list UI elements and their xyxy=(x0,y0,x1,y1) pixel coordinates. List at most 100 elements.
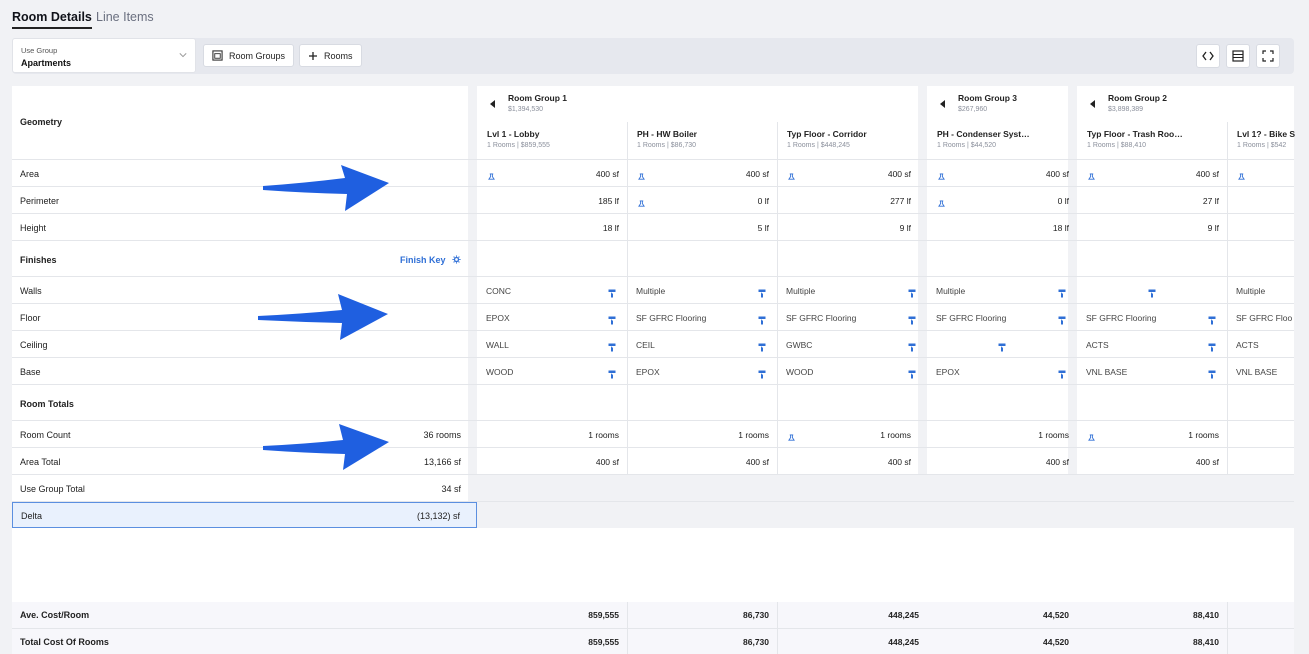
column-name: PH - HW Boiler xyxy=(637,129,697,139)
paint-roller-icon[interactable] xyxy=(608,312,616,330)
room-group-3-panel xyxy=(927,86,1068,474)
rooms-label: Rooms xyxy=(324,50,353,61)
row-divider xyxy=(12,330,1294,331)
finish-value[interactable]: Multiple xyxy=(786,286,816,296)
paint-roller-icon[interactable] xyxy=(608,339,616,357)
cell-perimeter: 0 lf xyxy=(757,196,769,206)
collapse-group-icon[interactable] xyxy=(1090,100,1096,108)
paint-roller-icon[interactable] xyxy=(908,339,916,357)
cell-area-total: 400 sf xyxy=(887,457,911,467)
paint-roller-icon[interactable] xyxy=(758,285,766,303)
measure-icon[interactable] xyxy=(788,168,795,186)
column-name: Lvl 1? - Bike S xyxy=(1237,129,1296,139)
paint-roller-icon[interactable] xyxy=(1208,366,1216,384)
tab-room-details[interactable]: Room Details xyxy=(12,10,92,29)
finish-value[interactable]: VNL BASE xyxy=(1086,367,1128,377)
row-delta: Delta xyxy=(21,511,43,521)
add-rooms-button[interactable]: Rooms xyxy=(299,44,362,67)
paint-roller-icon[interactable] xyxy=(608,285,616,303)
column-summary: 1 Rooms | $542 xyxy=(1237,142,1287,149)
finish-value[interactable]: Multiple xyxy=(636,286,666,296)
finish-value[interactable]: Multiple xyxy=(1236,286,1266,296)
finish-value[interactable]: SF GFRC Flooring xyxy=(786,313,857,323)
row-room-count: Room Count xyxy=(20,430,71,440)
arrow-icon xyxy=(263,165,389,211)
measure-icon[interactable] xyxy=(938,195,945,213)
delta-row[interactable]: Delta (13,132) sf xyxy=(12,502,477,528)
paint-roller-icon[interactable] xyxy=(908,312,916,330)
summary-use-group-total: 34 sf xyxy=(441,484,461,494)
column-summary: 1 Rooms | $86,730 xyxy=(637,142,697,149)
finish-value[interactable]: EPOX xyxy=(636,367,660,377)
group-name: Room Group 3 xyxy=(958,93,1018,103)
cell-room-count: 1 rooms xyxy=(880,430,911,440)
measure-icon[interactable] xyxy=(638,168,645,186)
code-view-button[interactable] xyxy=(1196,44,1220,68)
finish-value[interactable]: SF GFRC Floo xyxy=(1236,313,1293,323)
paint-roller-icon[interactable] xyxy=(608,366,616,384)
use-group-label: Use Group xyxy=(21,46,58,55)
paint-roller-icon[interactable] xyxy=(758,366,766,384)
row-walls: Walls xyxy=(20,286,42,296)
paint-roller-icon[interactable] xyxy=(758,312,766,330)
finish-value[interactable]: CEIL xyxy=(636,340,655,350)
use-group-value: Apartments xyxy=(21,58,72,68)
column-divider xyxy=(1227,602,1228,654)
measure-icon[interactable] xyxy=(1088,429,1095,447)
finish-value[interactable]: SF GFRC Flooring xyxy=(936,313,1007,323)
row-divider xyxy=(12,384,1294,385)
collapse-group-icon[interactable] xyxy=(490,100,496,108)
room-groups-button[interactable]: Room Groups xyxy=(203,44,295,67)
row-divider xyxy=(12,276,1294,277)
measure-icon[interactable] xyxy=(1088,168,1095,186)
finish-value[interactable]: ACTS xyxy=(1236,340,1259,350)
paint-roller-icon[interactable] xyxy=(908,285,916,303)
finish-key-link[interactable]: Finish Key xyxy=(400,255,446,265)
paint-roller-icon[interactable] xyxy=(758,339,766,357)
finish-value[interactable]: EPOX xyxy=(486,313,510,323)
room-groups-label: Room Groups xyxy=(229,50,286,61)
fullscreen-button[interactable] xyxy=(1256,44,1280,68)
row-ave-cost: Ave. Cost/Room xyxy=(20,610,90,620)
finish-value[interactable]: SF GFRC Flooring xyxy=(1086,313,1157,323)
measure-icon[interactable] xyxy=(1238,168,1245,186)
collapse-group-icon[interactable] xyxy=(940,100,946,108)
measure-icon[interactable] xyxy=(488,168,495,186)
column-divider xyxy=(1227,122,1228,474)
finish-value[interactable]: EPOX xyxy=(936,367,960,377)
measure-icon[interactable] xyxy=(638,195,645,213)
finish-value[interactable]: SF GFRC Flooring xyxy=(636,313,707,323)
row-use-group-total: Use Group Total xyxy=(20,484,85,494)
row-divider xyxy=(12,213,1294,214)
group-cost: $3,898,389 xyxy=(1108,106,1144,113)
cell-room-count: 1 rooms xyxy=(588,430,619,440)
cell-area: 400 sf xyxy=(595,169,619,179)
use-group-select[interactable]: Use Group Apartments xyxy=(12,38,196,73)
paint-roller-icon[interactable] xyxy=(1208,312,1216,330)
finish-value[interactable]: WALL xyxy=(486,340,509,350)
paint-roller-icon[interactable] xyxy=(1058,285,1066,303)
finish-value[interactable]: WOOD xyxy=(486,367,514,377)
cell-perimeter: 277 lf xyxy=(890,196,911,206)
tab-line-items[interactable]: Line Items xyxy=(96,10,154,24)
finish-value[interactable]: Multiple xyxy=(936,286,966,296)
finish-value[interactable]: GWBC xyxy=(786,340,813,350)
finish-value[interactable]: VNL BASE xyxy=(1236,367,1278,377)
blank-area xyxy=(12,528,1294,602)
paint-roller-icon[interactable] xyxy=(998,339,1006,357)
table-layout-button[interactable] xyxy=(1226,44,1250,68)
finish-value[interactable]: CONC xyxy=(486,286,512,296)
row-divider xyxy=(12,357,1294,358)
chevron-down-icon xyxy=(179,53,187,58)
paint-roller-icon[interactable] xyxy=(1208,339,1216,357)
paint-roller-icon[interactable] xyxy=(908,366,916,384)
paint-roller-icon[interactable] xyxy=(1058,312,1066,330)
paint-roller-icon[interactable] xyxy=(1058,366,1066,384)
gear-icon[interactable] xyxy=(452,255,461,264)
cell-area: 400 sf xyxy=(1195,169,1219,179)
measure-icon[interactable] xyxy=(788,429,795,447)
paint-roller-icon[interactable] xyxy=(1148,285,1156,303)
finish-value[interactable]: ACTS xyxy=(1086,340,1109,350)
finish-value[interactable]: WOOD xyxy=(786,367,814,377)
measure-icon[interactable] xyxy=(938,168,945,186)
